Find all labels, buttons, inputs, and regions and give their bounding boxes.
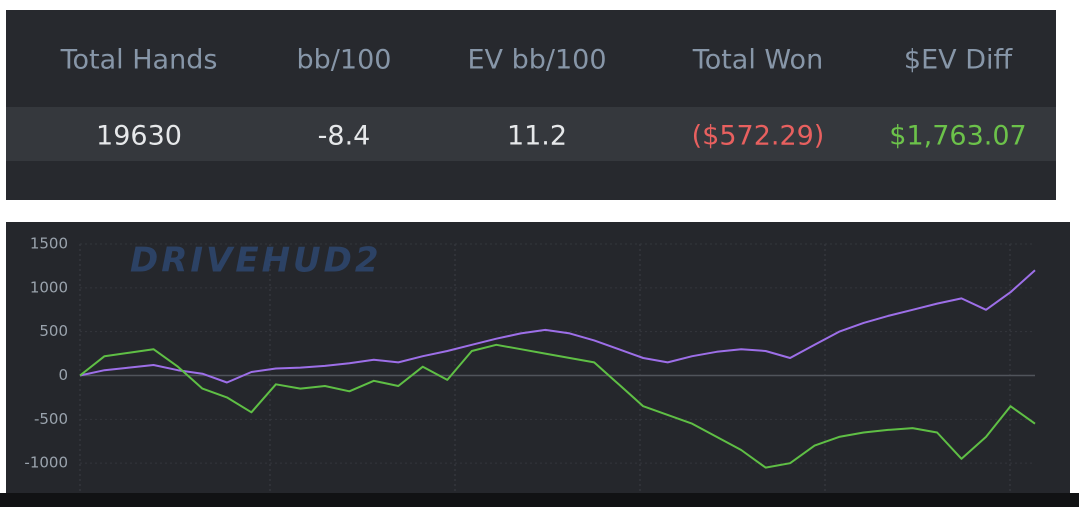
chart-panel xyxy=(6,222,1070,507)
bottom-bar xyxy=(0,493,1079,507)
y-tick-label: 0 xyxy=(58,366,68,384)
table-cell: $1,763.07 xyxy=(889,121,1026,152)
table-cell: 11.2 xyxy=(507,121,567,152)
watermark: DRIVEHUD2 xyxy=(130,241,382,281)
content: Total Hands bb/100 EV bb/100 Total Won $EV D… xyxy=(24,45,1036,507)
table-cell: 19630 xyxy=(96,121,182,152)
column-header: $EV Diff xyxy=(904,45,1014,76)
table-cell: ($572.29) xyxy=(692,121,825,152)
y-tick-label: -500 xyxy=(34,410,68,428)
y-tick-label: 1500 xyxy=(30,235,68,253)
series-line xyxy=(79,269,1036,384)
column-header: EV bb/100 xyxy=(467,45,606,76)
table-panel xyxy=(6,10,1056,200)
column-header: bb/100 xyxy=(297,45,392,76)
column-header: Total Won xyxy=(692,45,823,76)
series-line xyxy=(79,343,1036,469)
y-tick-label: -1000 xyxy=(24,454,68,472)
table-row-bg xyxy=(6,107,1056,161)
y-tick-label: 1000 xyxy=(30,278,68,296)
table-cell: -8.4 xyxy=(318,121,371,152)
column-header: Total Hands xyxy=(60,45,218,76)
y-tick-label: 500 xyxy=(39,322,68,340)
